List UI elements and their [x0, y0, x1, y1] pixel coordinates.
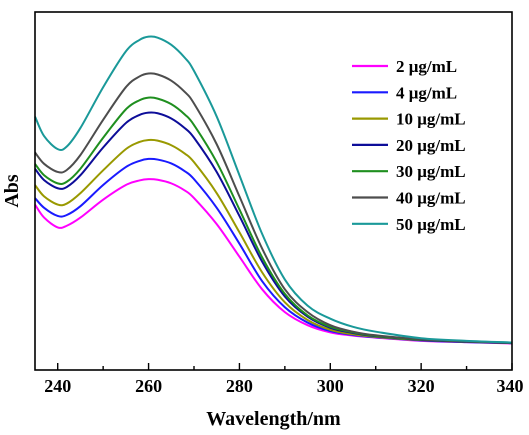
series-line-6	[34, 72, 513, 344]
legend-label: 30 μg/mL	[396, 162, 466, 181]
x-tick-label: 300	[317, 376, 344, 396]
legend-label: 4 μg/mL	[396, 83, 457, 102]
legend-label: 50 μg/mL	[396, 215, 466, 234]
legend-label: 2 μg/mL	[396, 57, 457, 76]
x-axis-label: Wavelength/nm	[206, 408, 341, 430]
x-tick-label: 260	[135, 376, 162, 396]
legend: 2 μg/mL 4 μg/mL 10 μg/mL 20 μg/mL 30 μg/mL 40…	[352, 57, 466, 234]
legend-label: 20 μg/mL	[396, 136, 466, 155]
x-axis: 240 260 280 300 320 340	[44, 363, 524, 396]
x-tick-label: 320	[408, 376, 435, 396]
x-tick-label: 280	[226, 376, 253, 396]
x-tick-label: 240	[44, 376, 71, 396]
plot-frame	[34, 11, 513, 371]
series-line-2	[34, 157, 513, 345]
series-line-7	[34, 35, 513, 344]
series-line-3	[34, 138, 513, 345]
legend-label: 40 μg/mL	[396, 189, 466, 208]
series-layer	[34, 35, 513, 345]
legend-label: 10 μg/mL	[396, 110, 466, 129]
x-tick-label: 340	[497, 376, 524, 396]
y-axis-label: Abs	[1, 174, 23, 208]
